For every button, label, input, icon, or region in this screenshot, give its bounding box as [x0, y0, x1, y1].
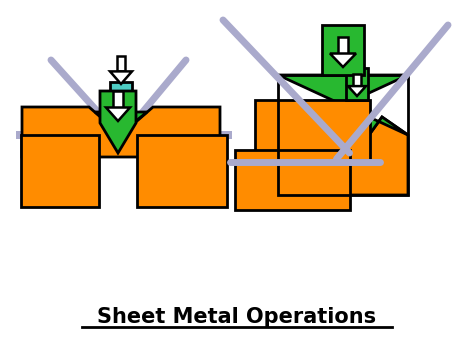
Polygon shape: [22, 107, 220, 157]
Bar: [255, 100, 370, 160]
Bar: [117, 56, 126, 71]
Polygon shape: [95, 112, 147, 133]
Bar: [278, 75, 408, 195]
Polygon shape: [100, 91, 136, 153]
Bar: [113, 91, 123, 108]
Polygon shape: [330, 54, 356, 67]
Polygon shape: [106, 108, 130, 121]
Bar: [338, 37, 348, 54]
Bar: [346, 68, 368, 100]
Bar: [110, 82, 132, 112]
Bar: [354, 74, 361, 86]
Polygon shape: [278, 117, 408, 195]
Bar: [322, 25, 364, 75]
Bar: [137, 135, 227, 207]
Polygon shape: [278, 75, 408, 153]
Polygon shape: [348, 86, 366, 96]
Text: Sheet Metal Operations: Sheet Metal Operations: [98, 307, 376, 327]
Polygon shape: [110, 71, 132, 84]
Bar: [235, 150, 350, 210]
Bar: [16, 131, 232, 139]
Bar: [21, 135, 99, 207]
